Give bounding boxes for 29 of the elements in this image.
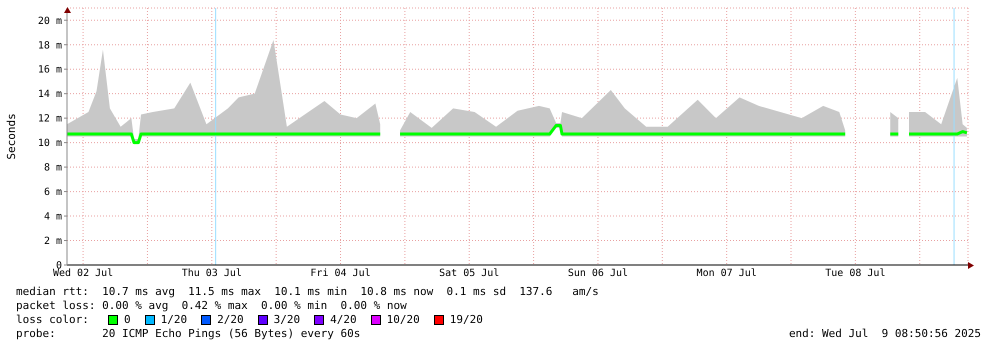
text: median rtt: 10.7 ms avg 11.5 ms max 10.1 ms min 10.8 ms now 0.1 ms sd 137.6 am/s [16,285,599,298]
y-tick-label: 10 m [38,138,62,150]
y-tick-label: 4 m [44,212,62,223]
y-tick-label: 8 m [44,162,62,174]
text: 19/20 [448,313,483,326]
y-tick-label: 12 m [38,114,62,125]
text: loss color: [16,313,90,326]
y-tick-label: 16 m [38,64,62,76]
y-tick-label: 14 m [38,89,62,100]
text: end: Wed Jul 9 08:50:56 2025 [788,327,981,340]
text: 4/20 [329,313,357,326]
x-tick-label: Tue 08 Jul [825,268,886,280]
text: 0 [123,313,131,326]
text: 2/20 [216,313,244,326]
x-tick-label: Sun 06 Jul [568,268,628,280]
text: 3/20 [272,313,300,326]
text: 1/20 [160,313,188,326]
text: probe: 20 ICMP Echo Pings (56 Bytes) every 60s [16,327,360,340]
y-tick-label: 18 m [38,40,62,52]
y-tick-label: 6 m [44,187,62,198]
text: 10/20 [386,313,420,326]
y-axis-title: Seconds [4,113,18,160]
x-tick-label: Mon 07 Jul [696,268,757,280]
y-tick-label: 2 m [44,236,62,248]
x-tick-label: Thu 03 Jul [182,268,242,280]
y-tick-label: 20 m [38,16,62,27]
text: packet loss: 0.00 % avg 0.42 % max 0.00 % min 0.00 % now [16,299,407,312]
x-tick-label: Sat 05 Jul [439,268,500,280]
x-tick-label: Fri 04 Jul [310,268,371,280]
